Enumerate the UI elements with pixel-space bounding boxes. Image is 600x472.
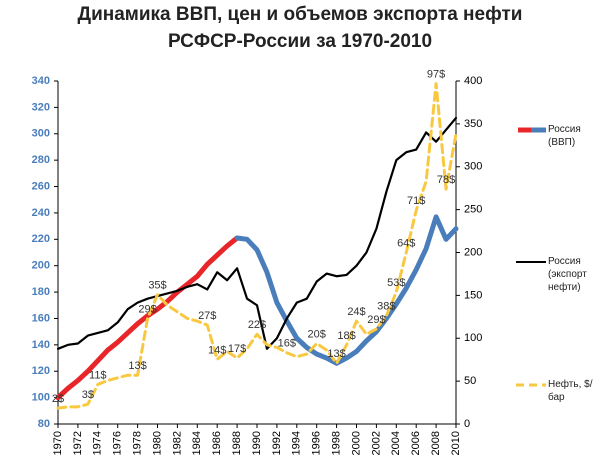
x-tick-label: 2000 [350, 431, 362, 455]
x-tick-label: 1974 [92, 431, 104, 455]
y-tick-label: 220 [32, 233, 50, 245]
y2-tick-label: 350 [464, 118, 482, 130]
data-label: 64$ [397, 237, 415, 249]
data-label: 24$ [347, 306, 365, 318]
x-tick-label: 1986 [211, 431, 223, 455]
data-label: 29$ [138, 303, 156, 315]
x-tick-label: 2008 [430, 431, 442, 455]
y-tick-label: 200 [32, 260, 50, 272]
y-tick-label: 80 [38, 418, 50, 430]
series-line [234, 214, 459, 366]
x-tick-label: 1982 [171, 431, 183, 455]
x-tick-label: 2004 [390, 431, 402, 455]
legend-label: Нефть, $/бар [548, 379, 593, 403]
x-tick-label: 2002 [370, 431, 382, 455]
y-tick-label: 280 [32, 154, 50, 166]
y-tick-label: 140 [32, 339, 50, 351]
data-label: 35$ [148, 280, 166, 292]
y2-tick-label: 300 [464, 161, 482, 173]
y2-tick-label: 200 [464, 246, 482, 258]
data-label: 18$ [337, 330, 355, 342]
x-tick-label: 1978 [132, 431, 144, 455]
x-tick-label: 1990 [251, 431, 263, 455]
y2-tick-label: 50 [464, 375, 476, 387]
y-tick-label: 180 [32, 286, 50, 298]
y2-tick-label: 150 [464, 289, 482, 301]
y-tick-label: 120 [32, 365, 50, 377]
data-label: 38$ [377, 301, 395, 313]
data-label: 11$ [89, 369, 107, 381]
y-tick-label: 320 [32, 101, 50, 113]
data-label: 14$ [208, 344, 226, 356]
data-label: 53$ [387, 277, 405, 289]
y2-tick-label: 400 [464, 75, 482, 87]
x-tick-label: 1998 [331, 431, 343, 455]
legend-label: Россия (ВВП) [548, 124, 581, 148]
x-tick-label: 1992 [271, 431, 283, 455]
data-label: 22$ [248, 319, 266, 331]
chart-title: РСФСР-России за 1970-2010 [167, 31, 433, 52]
x-tick-label: 1996 [311, 431, 323, 455]
x-tick-label: 2010 [450, 431, 462, 455]
data-label: 17$ [228, 343, 246, 355]
y-tick-label: 300 [32, 128, 50, 140]
x-tick-label: 1994 [291, 431, 303, 455]
series-line [56, 82, 458, 410]
series-line [55, 235, 240, 401]
x-tick-label: 1980 [151, 431, 163, 455]
y-tick-label: 160 [32, 312, 50, 324]
data-label: 27$ [198, 310, 216, 322]
data-label: 13$ [128, 360, 146, 372]
data-label: 3$ [82, 389, 94, 401]
data-label: 78$ [437, 174, 455, 186]
data-label: 16$ [278, 338, 296, 350]
y2-tick-label: 250 [464, 204, 482, 216]
data-label: 29$ [367, 314, 385, 326]
data-label: 97$ [427, 69, 445, 81]
data-label: 2$ [52, 393, 64, 405]
legend-label: Россия (экспорт нефти) [548, 256, 587, 293]
x-tick-label: 1970 [52, 431, 64, 455]
y2-tick-label: 0 [464, 418, 470, 430]
data-label: 13$ [327, 348, 345, 360]
y-tick-label: 260 [32, 180, 50, 192]
series-line [56, 116, 458, 350]
data-label: 20$ [308, 328, 326, 340]
data-label: 71$ [407, 195, 425, 207]
chart-title: Динамика ВВП, цен и объемов экспорта неф… [77, 4, 523, 25]
x-tick-label: 2006 [410, 431, 422, 455]
y-tick-label: 240 [32, 207, 50, 219]
x-tick-label: 1988 [231, 431, 243, 455]
y-tick-label: 100 [32, 392, 50, 404]
x-tick-label: 1972 [72, 431, 84, 455]
x-tick-label: 1976 [112, 431, 124, 455]
y-tick-label: 340 [32, 75, 50, 87]
x-tick-label: 1984 [191, 431, 203, 455]
y2-tick-label: 100 [464, 332, 482, 344]
